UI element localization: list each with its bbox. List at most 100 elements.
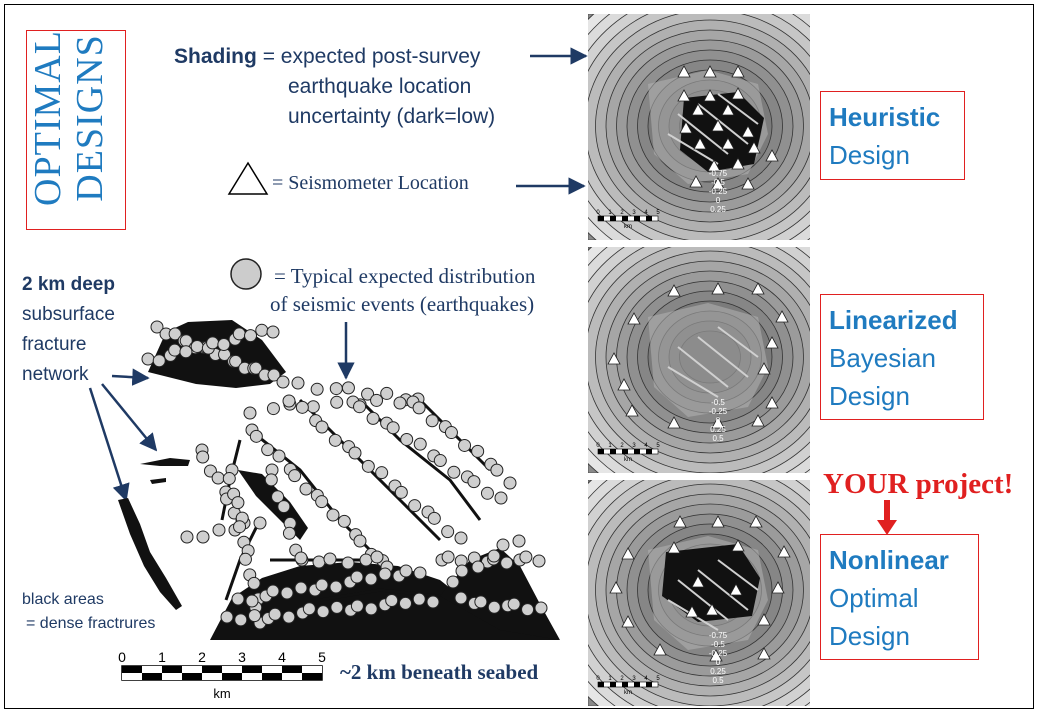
nonlinear-bold: Nonlinear [829, 545, 949, 575]
seismometer-marker [749, 515, 763, 528]
event-dot [487, 549, 501, 563]
event-dot [212, 523, 226, 537]
event-dot [238, 552, 252, 566]
nonlinear-line-2: Design [829, 621, 910, 651]
fracture-label-bold: 2 km deep [22, 274, 115, 295]
event-dot [412, 401, 426, 415]
black-areas-note: black areas = dense fractrures [22, 588, 155, 636]
scale-check [222, 673, 242, 680]
event-dot [264, 473, 278, 487]
event-dot [255, 323, 269, 337]
event-dot [350, 599, 364, 613]
scale-check [282, 673, 302, 680]
event-dot [494, 491, 508, 505]
seismometer-marker [765, 149, 779, 162]
scale-check [202, 673, 222, 680]
event-dot [231, 496, 245, 510]
fracture-trace [667, 366, 719, 398]
event-dot [487, 600, 501, 614]
seismometer-marker [693, 137, 707, 150]
fracture-label-1: subsurface [22, 304, 115, 325]
event-dot [394, 485, 408, 499]
panel-scale-bar: 0 1 2 3 4 5 km [596, 676, 660, 696]
event-dot [393, 396, 407, 410]
scale-tick-label: 0 [118, 649, 126, 665]
fracture-label-3: network [22, 364, 89, 385]
event-dot [168, 343, 182, 357]
event-dot [348, 446, 362, 460]
event-dot [364, 602, 378, 616]
event-dot [315, 495, 329, 509]
fracture-label-2: fracture [22, 334, 87, 355]
scale-check [202, 666, 222, 673]
event-dot [370, 393, 384, 407]
event-dot [190, 339, 204, 353]
event-dot [180, 530, 194, 544]
event-dot [232, 327, 246, 341]
seismometer-marker [609, 581, 623, 594]
scale-tick-label: 2 [198, 649, 206, 665]
fracture-trace [697, 336, 749, 378]
panel-scale-tick: 1 [608, 443, 612, 449]
event-dot [302, 602, 316, 616]
event-dot [412, 592, 426, 606]
event-dot [534, 601, 548, 615]
event-dot [370, 550, 384, 564]
contour-label: 0.25 [710, 425, 726, 434]
event-dot [441, 525, 455, 539]
event-dot [211, 471, 225, 485]
seismometer-legend: = Seismometer Location [272, 172, 469, 194]
contour-label: 0.25 [710, 667, 726, 676]
scale-check [222, 666, 242, 673]
black-areas-2: = dense fractrures [26, 615, 156, 632]
seismometer-marker [691, 103, 705, 116]
event-dot [413, 566, 427, 580]
event-dot [361, 459, 375, 473]
seismometer-marker [747, 141, 761, 154]
panel-scale-unit: km [624, 224, 632, 230]
contour-label: -0.5 [711, 398, 725, 407]
event-dot [206, 336, 220, 350]
event-dot [507, 597, 521, 611]
seismometer-marker [673, 515, 687, 528]
event-dot [291, 376, 305, 390]
seismometer-marker [731, 157, 745, 170]
your-project-callout: YOUR project! [823, 468, 1014, 500]
event-dot [266, 402, 280, 416]
event-dot [329, 382, 343, 396]
event-dot [248, 609, 262, 623]
contour-label: -0.25 [709, 407, 728, 416]
triangle-icon [227, 161, 269, 195]
scale-check [182, 673, 202, 680]
slide-frame [4, 4, 1034, 709]
event-dot [277, 500, 291, 514]
seismometer-marker [729, 583, 743, 596]
seismometer-marker [765, 336, 779, 349]
seismometer-marker [625, 404, 639, 417]
event-dot [233, 520, 247, 534]
seismometer-marker [707, 159, 721, 172]
seismometer-marker [775, 310, 789, 323]
fracture-trace [677, 113, 729, 155]
contour-label: -0.25 [709, 187, 728, 196]
fracture-label: 2 km deep subsurface fracture network [22, 270, 115, 390]
linearized-line-2: Design [829, 381, 910, 411]
scale-check [182, 666, 202, 673]
event-dot [266, 584, 280, 598]
event-dot [385, 594, 399, 608]
event-dot [249, 429, 263, 443]
seismometer-marker [757, 613, 771, 626]
panel-heuristic: -0.75 -0.5 -0.25 0 0.25 0 1 2 3 4 5 km [588, 14, 810, 240]
event-dot [245, 594, 259, 608]
shading-text-2: earthquake location [288, 75, 472, 98]
contour-label: 0.5 [712, 434, 724, 443]
events-legend-2: of seismic events (earthquakes) [270, 292, 535, 316]
event-dot [295, 400, 309, 414]
event-dot [446, 575, 460, 589]
panel-scale-tick: 5 [656, 443, 660, 449]
event-dot [444, 426, 458, 440]
event-dots [141, 320, 548, 630]
seismometer-marker [627, 312, 641, 325]
